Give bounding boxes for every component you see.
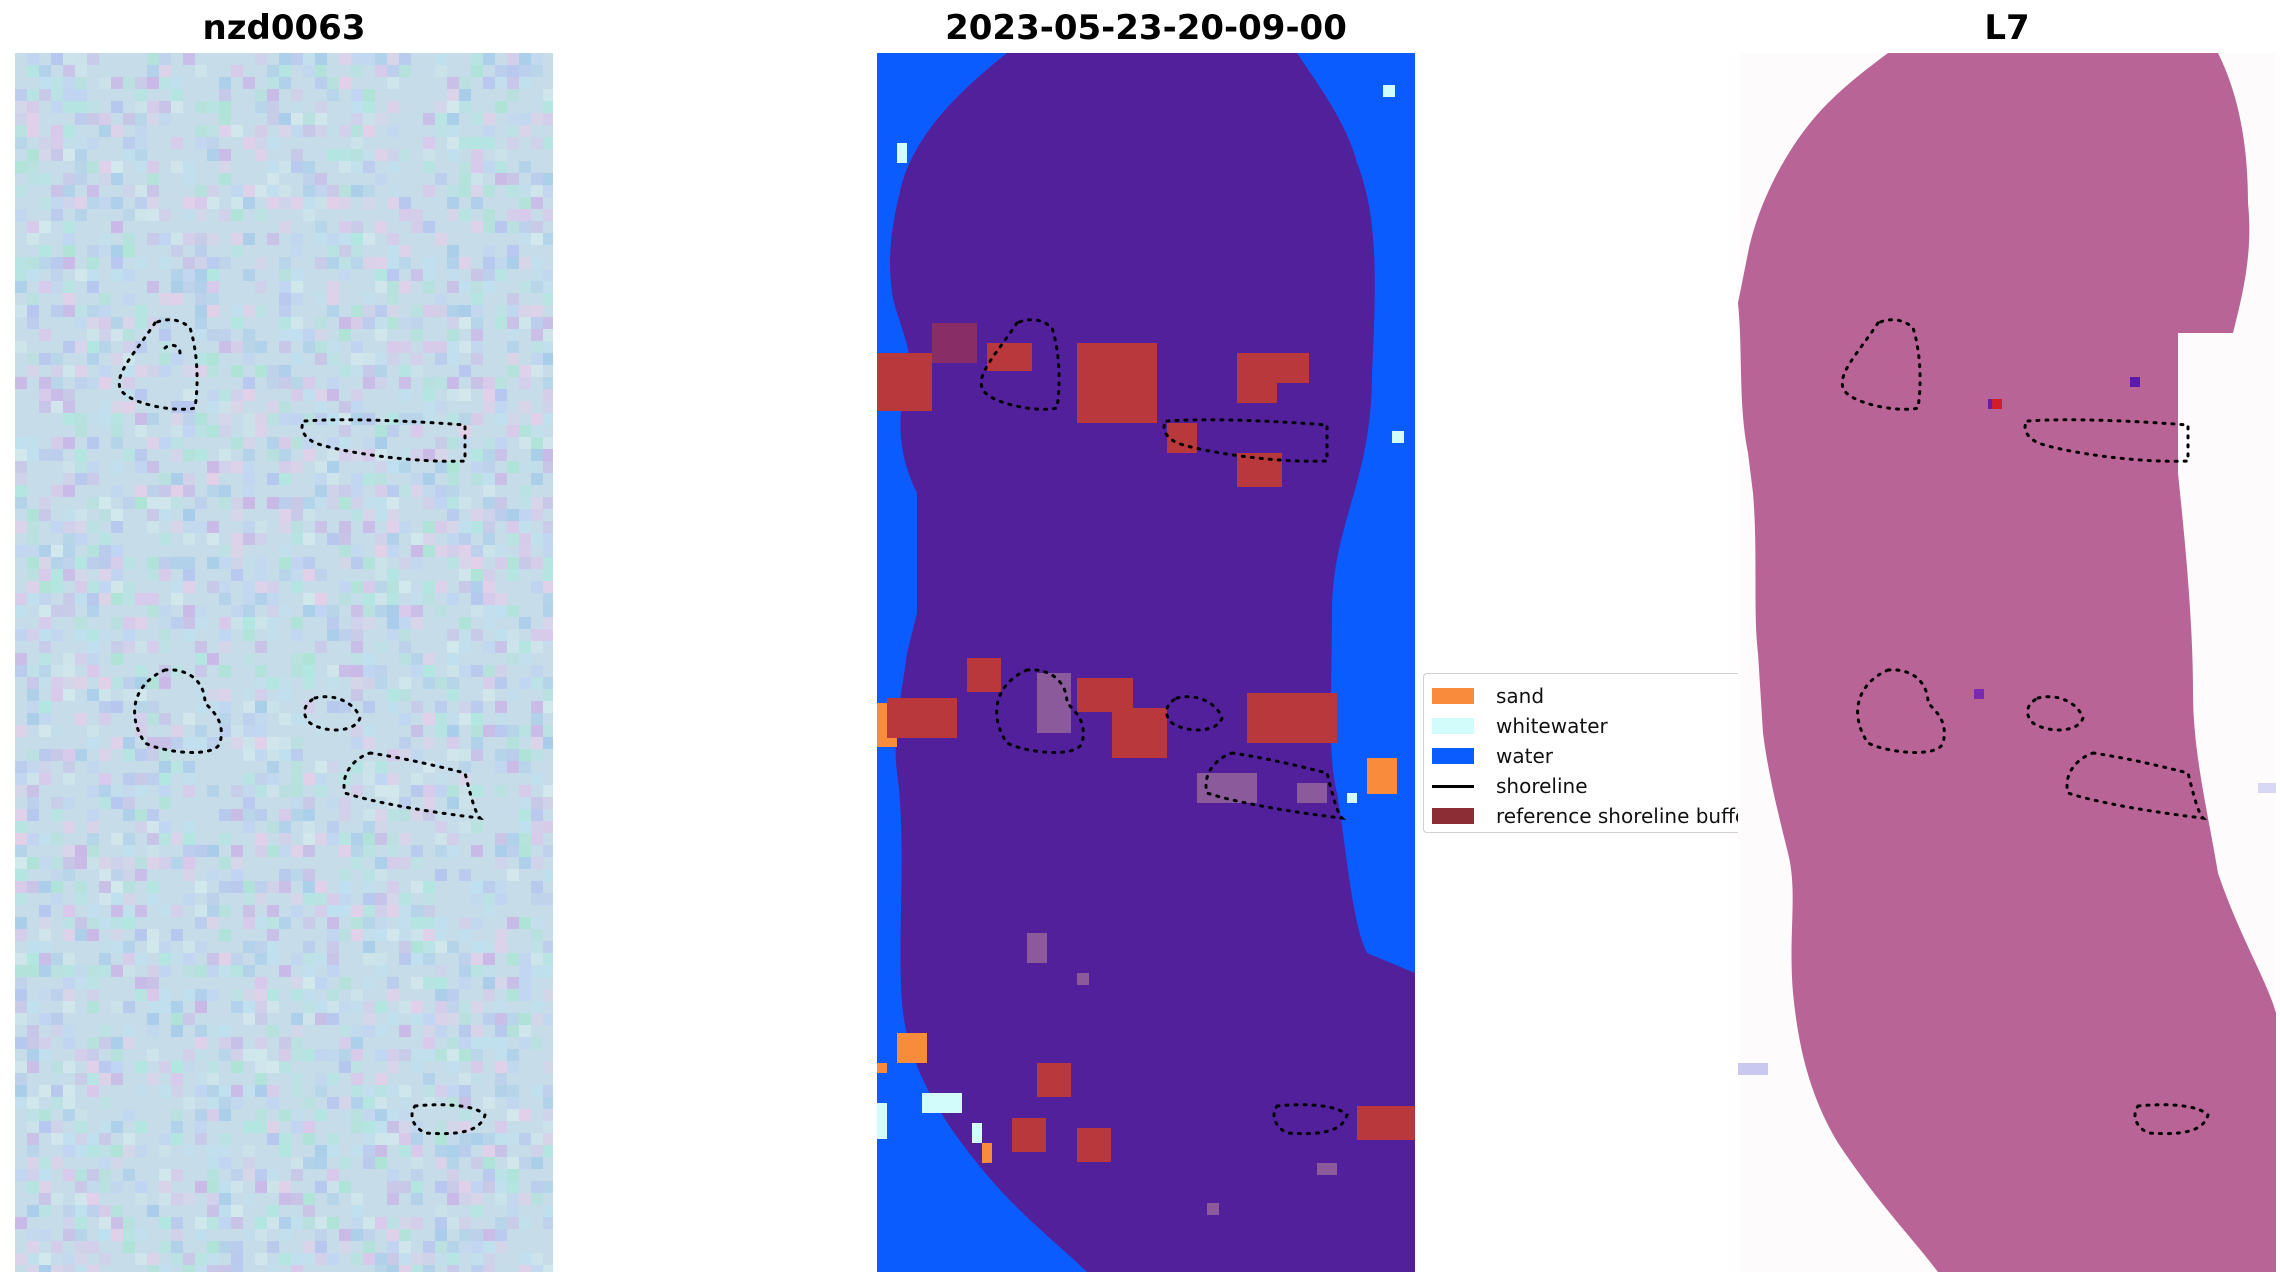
panel-title-index: L7 [1984, 8, 2030, 48]
rgb-image-panel [15, 53, 553, 1272]
shoreline-contours-rgb [117, 318, 487, 1136]
panel-title-classification: 2023-05-23-20-09-00 [945, 8, 1347, 48]
legend-label-sand: sand [1496, 684, 1545, 708]
legend-swatch-reference-buffer [1432, 808, 1474, 824]
shoreline-contours-index [1840, 318, 2210, 1136]
legend-item-sand: sand [1432, 684, 1544, 708]
legend-item-shoreline: shoreline [1432, 774, 1588, 798]
legend: sand whitewater water shoreline referenc… [1423, 673, 1738, 833]
legend-swatch-water [1432, 748, 1474, 764]
legend-item-reference-buffer: reference shoreline buffer [1432, 804, 1738, 828]
panel-title-rgb: nzd0063 [202, 8, 366, 48]
classification-panel [877, 53, 1415, 1272]
legend-label-reference-buffer: reference shoreline buffer [1496, 804, 1738, 828]
legend-item-water: water [1432, 744, 1553, 768]
index-panel [1738, 53, 2276, 1272]
index-anomaly-pixels [1738, 377, 2276, 1075]
index-map [1738, 53, 2276, 1272]
index-land-region [1738, 53, 2276, 1272]
shoreline-contours-classification [979, 318, 1349, 1136]
legend-swatch-whitewater [1432, 718, 1474, 734]
legend-label-water: water [1496, 744, 1553, 768]
classification-map [877, 53, 1415, 1272]
legend-line-shoreline [1432, 784, 1474, 788]
whitewater-pixels [877, 85, 1404, 1143]
rgb-image [15, 53, 553, 1272]
legend-label-shoreline: shoreline [1496, 774, 1588, 798]
legend-item-whitewater: whitewater [1432, 714, 1608, 738]
legend-swatch-sand [1432, 688, 1474, 704]
legend-label-whitewater: whitewater [1496, 714, 1608, 738]
